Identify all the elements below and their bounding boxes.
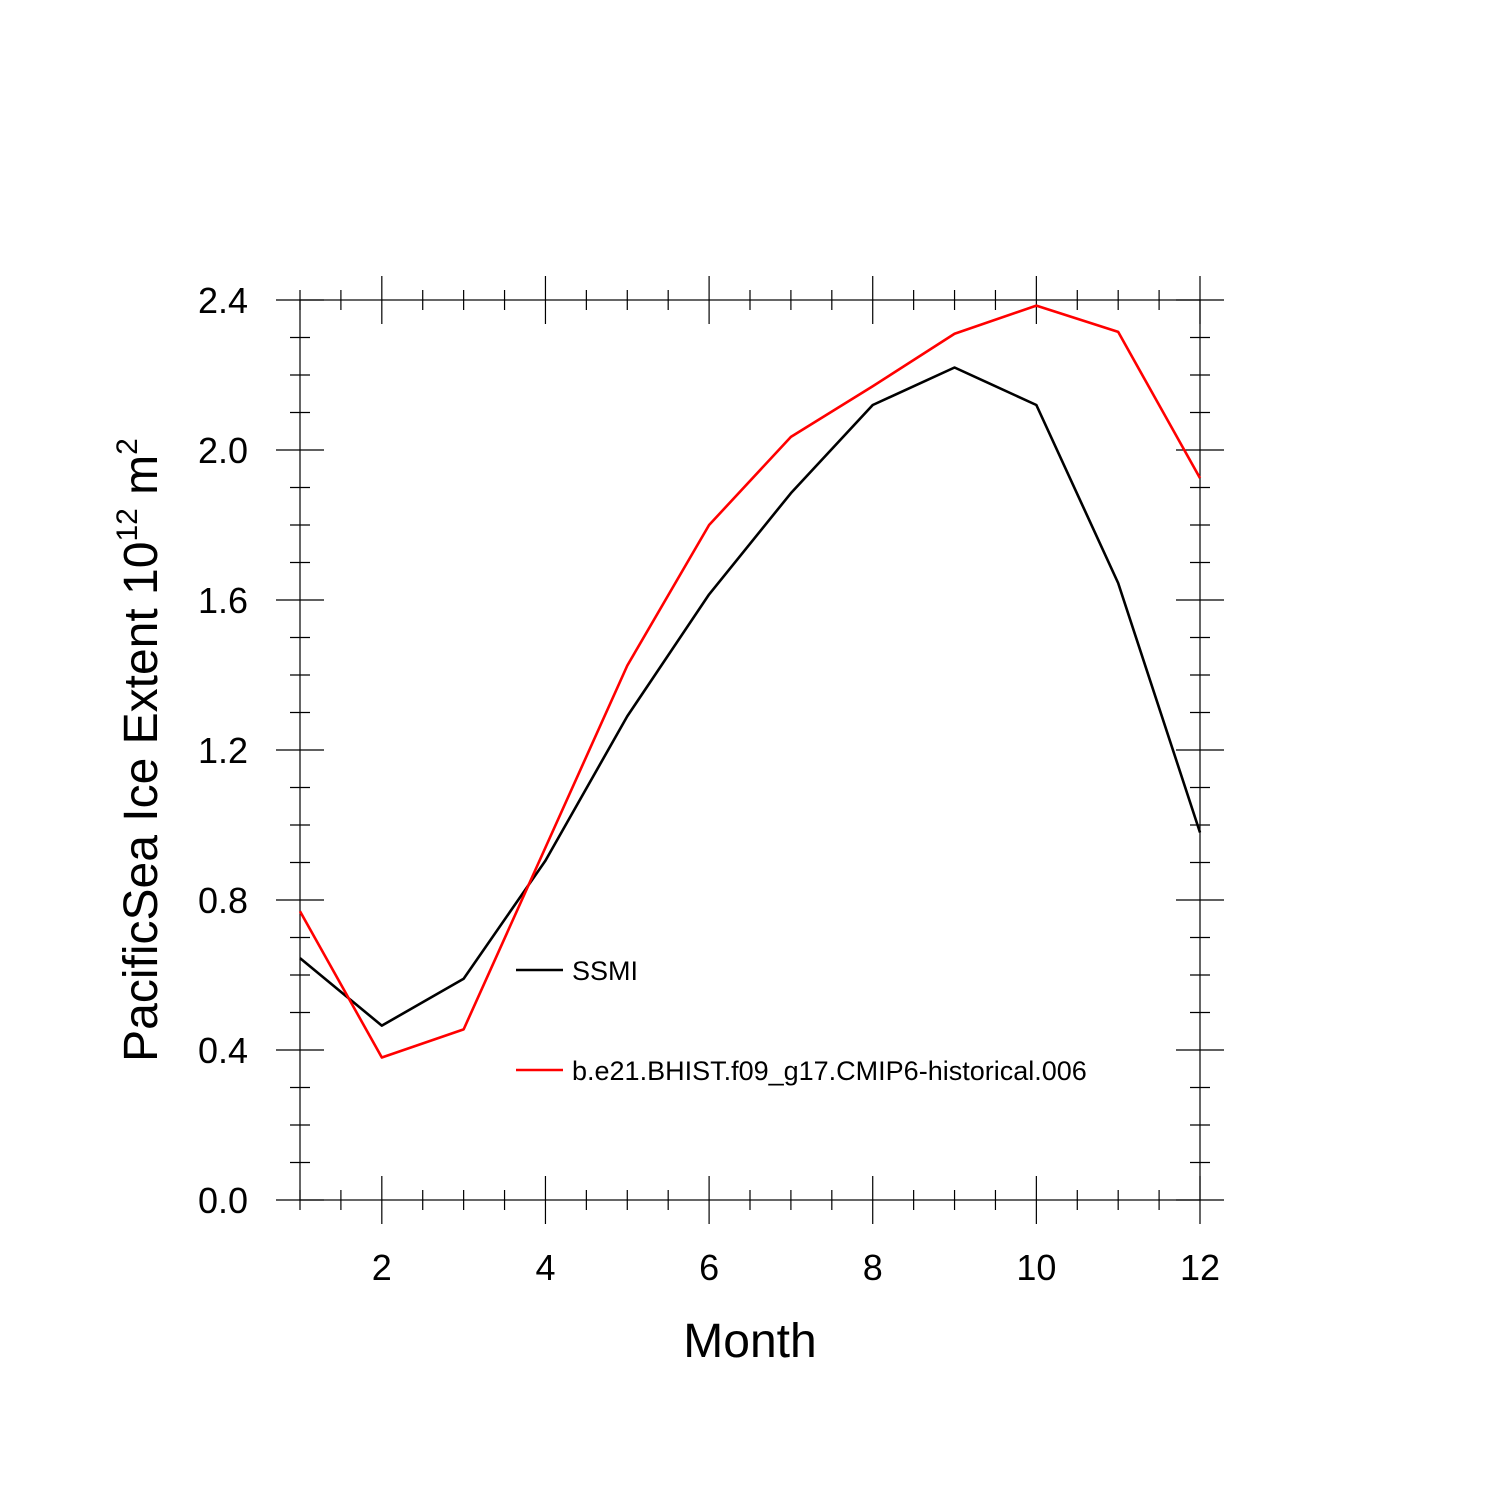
- y-tick-label: 2.4: [198, 280, 248, 321]
- tick-labels: 2 4 6 8 10 12 0.0 0.4 0.8 1.2 1.6 2.0 2.4: [198, 280, 1220, 1288]
- y-axis-title-base: PacificSea Ice Extent 10: [115, 542, 168, 1062]
- legend-label: SSMI: [572, 956, 638, 986]
- x-axis-title: Month: [683, 1315, 816, 1368]
- y-axis-title-exponent: 12: [111, 508, 144, 541]
- x-tick-label: 8: [863, 1247, 883, 1288]
- legend-label: b.e21.BHIST.f09_g17.CMIP6-historical.006: [572, 1056, 1087, 1086]
- series-line-ssmi: [299, 366, 1202, 1027]
- y-tick-label: 0.0: [198, 1180, 248, 1221]
- x-tick-label: 4: [535, 1247, 555, 1288]
- y-tick-label: 2.0: [198, 430, 248, 471]
- x-tick-label: 10: [1016, 1247, 1056, 1288]
- y-axis-title: PacificSea Ice Extent 1012 m2: [111, 438, 168, 1062]
- y-tick-label: 1.6: [198, 580, 248, 621]
- y-tick-label: 0.4: [198, 1030, 248, 1071]
- legend: SSMI b.e21.BHIST.f09_g17.CMIP6-historical…: [516, 956, 1087, 1086]
- x-tick-label: 6: [699, 1247, 719, 1288]
- y-axis-title-unit-exponent: 2: [111, 438, 144, 455]
- y-tick-label: 0.8: [198, 880, 248, 921]
- series-line-model: [298, 304, 1202, 1059]
- series-layer: [298, 304, 1202, 1059]
- x-tick-label: 12: [1180, 1247, 1220, 1288]
- plot-frame: [299, 299, 1201, 1201]
- y-axis-title-unit: m: [115, 455, 168, 508]
- y-tick-label: 1.2: [198, 730, 248, 771]
- x-tick-label: 2: [372, 1247, 392, 1288]
